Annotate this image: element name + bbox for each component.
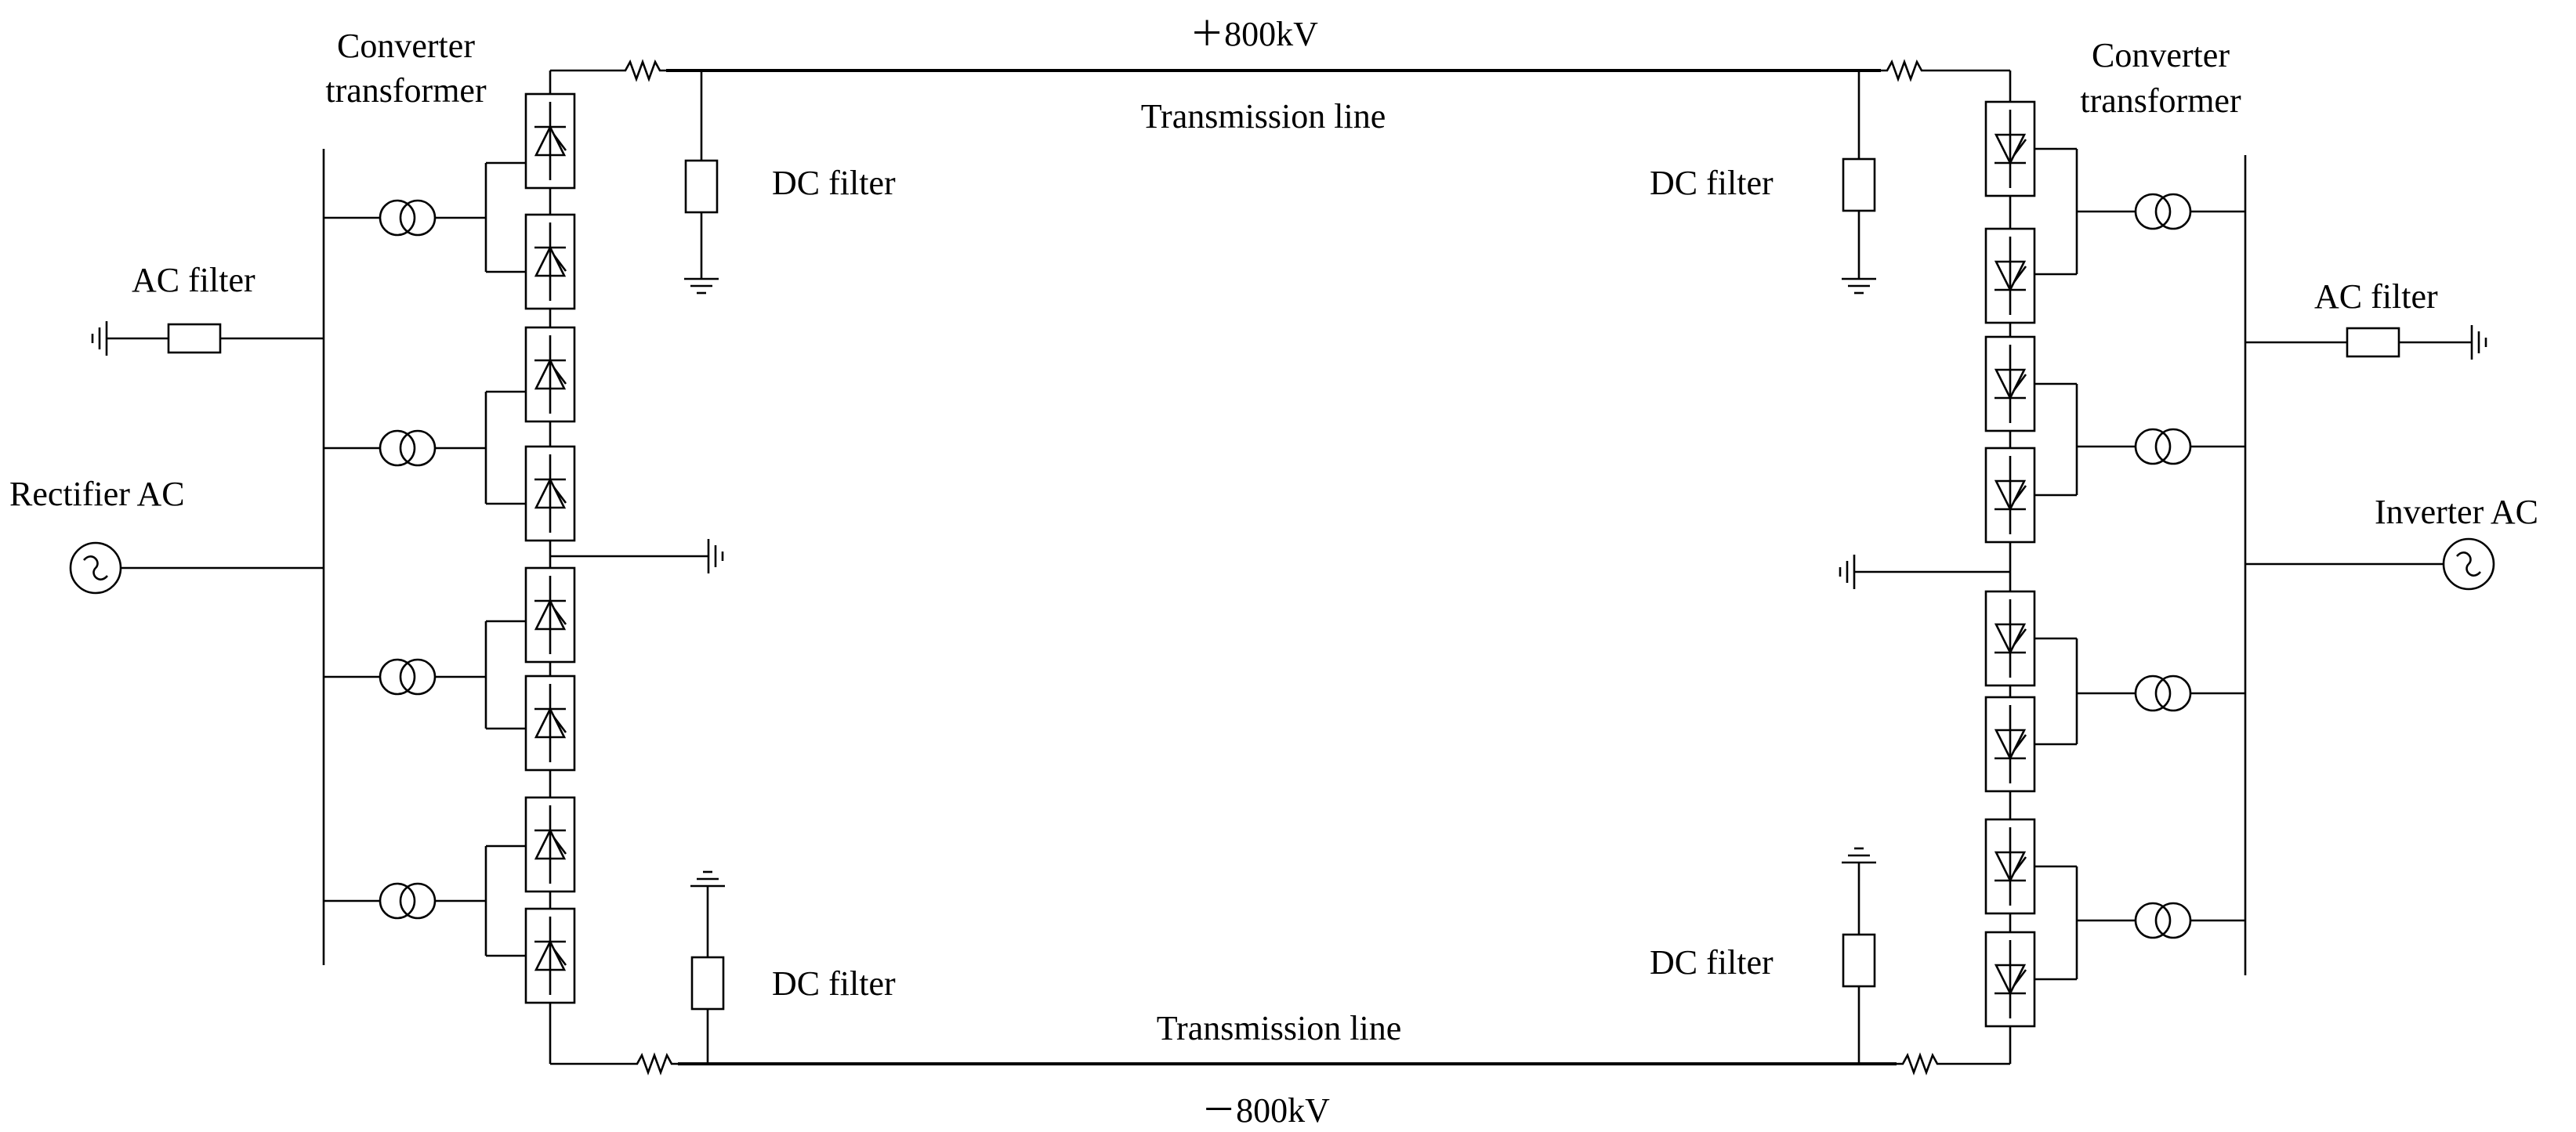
dc-filter-left-top bbox=[683, 71, 720, 295]
dc-filter-right-top bbox=[1840, 71, 1878, 295]
inverter-station bbox=[1839, 100, 2495, 1028]
converter-transformer-r3 bbox=[2034, 637, 2245, 746]
thyristor-valve-down-icon bbox=[1984, 335, 2036, 432]
converter-transformer-r2 bbox=[2034, 382, 2245, 497]
thyristor-valve-up-icon bbox=[524, 445, 576, 542]
thyristor-valve-up-icon bbox=[524, 796, 576, 893]
ground-icon bbox=[689, 870, 726, 906]
transmission-line-label-top: Transmission line bbox=[1141, 97, 1386, 136]
transformer-icon bbox=[379, 658, 437, 696]
dc-filter-left-bottom bbox=[689, 870, 726, 1064]
ground-icon bbox=[2451, 324, 2487, 361]
thyristor-valve-up-icon bbox=[524, 907, 576, 1004]
thyristor-valve-up-icon bbox=[524, 213, 576, 310]
ac-filter-label-right: AC filter bbox=[2314, 277, 2438, 316]
transformer-icon bbox=[379, 882, 437, 920]
converter-transformer-label-right-1: Converter bbox=[2092, 36, 2230, 74]
converter-transformer-r4 bbox=[2034, 865, 2245, 981]
dc-filter-label-left-bottom: DC filter bbox=[772, 964, 896, 1003]
filter-box-icon bbox=[684, 159, 719, 214]
filter-box-icon bbox=[690, 956, 725, 1011]
smoothing-resistor-icon bbox=[1879, 60, 1929, 81]
ground-icon bbox=[1840, 259, 1878, 295]
transformer-icon bbox=[379, 429, 437, 467]
filter-box-icon bbox=[1842, 933, 1876, 988]
converter-transformer-1 bbox=[324, 161, 526, 273]
positive-voltage-label: ＋800kV bbox=[1190, 15, 1318, 53]
ground-icon bbox=[1839, 553, 1875, 591]
converter-transformer-4 bbox=[324, 844, 526, 957]
thyristor-valve-down-icon bbox=[1984, 100, 2036, 197]
dc-filter-label-right-bottom: DC filter bbox=[1650, 943, 1773, 982]
converter-transformer-label-right-2: transformer bbox=[2080, 81, 2241, 120]
transformer-icon bbox=[2134, 902, 2192, 939]
negative-voltage-label: －800kV bbox=[1201, 1091, 1330, 1130]
rectifier-station bbox=[69, 92, 724, 1004]
filter-box-icon bbox=[1842, 157, 1876, 212]
transformer-icon bbox=[2134, 428, 2192, 465]
inverter-ac-label: Inverter AC bbox=[2375, 493, 2538, 531]
converter-transformer-label-left-1: Converter bbox=[337, 27, 475, 65]
transformer-icon bbox=[2134, 193, 2192, 230]
converter-transformer-label-left-2: transformer bbox=[325, 71, 487, 110]
thyristor-valve-down-icon bbox=[1984, 931, 2036, 1028]
smoothing-resistor-icon bbox=[629, 1054, 679, 1074]
thyristor-valve-down-icon bbox=[1984, 590, 2036, 687]
dc-transmission-lines bbox=[549, 60, 2012, 1074]
ac-source-icon bbox=[69, 541, 122, 595]
ground-icon bbox=[683, 259, 720, 295]
transformer-icon bbox=[2134, 674, 2192, 712]
thyristor-valve-up-icon bbox=[524, 566, 576, 664]
thyristor-valve-up-icon bbox=[524, 326, 576, 423]
thyristor-valve-up-icon bbox=[524, 92, 576, 190]
ground-icon bbox=[1840, 847, 1878, 883]
converter-transformer-r1 bbox=[2034, 147, 2245, 276]
smoothing-resistor-icon bbox=[618, 60, 668, 81]
labels: ＋800kV －800kV Transmission line Transmis… bbox=[9, 15, 2538, 1130]
transformer-icon bbox=[379, 199, 437, 237]
dc-filter-label-right-top: DC filter bbox=[1650, 164, 1773, 202]
thyristor-valve-down-icon bbox=[1984, 447, 2036, 544]
ground-icon bbox=[91, 320, 127, 357]
dc-filter-label-left-top: DC filter bbox=[772, 164, 896, 202]
filter-box-icon bbox=[2346, 327, 2400, 358]
rectifier-ac-label: Rectifier AC bbox=[9, 475, 185, 513]
transmission-line-label-bottom: Transmission line bbox=[1157, 1009, 1402, 1047]
thyristor-valve-down-icon bbox=[1984, 818, 2036, 915]
ac-filter-label-left: AC filter bbox=[132, 261, 255, 299]
converter-transformer-3 bbox=[324, 620, 526, 730]
ac-source-icon bbox=[2442, 537, 2495, 591]
converter-transformer-2 bbox=[324, 390, 526, 505]
smoothing-resistor-icon bbox=[1895, 1054, 1945, 1074]
dc-filter-right-bottom bbox=[1840, 847, 1878, 1064]
thyristor-valve-down-icon bbox=[1984, 696, 2036, 793]
thyristor-valve-up-icon bbox=[524, 674, 576, 772]
ground-icon bbox=[688, 537, 724, 575]
filter-box-icon bbox=[167, 323, 222, 354]
thyristor-valve-down-icon bbox=[1984, 227, 2036, 324]
